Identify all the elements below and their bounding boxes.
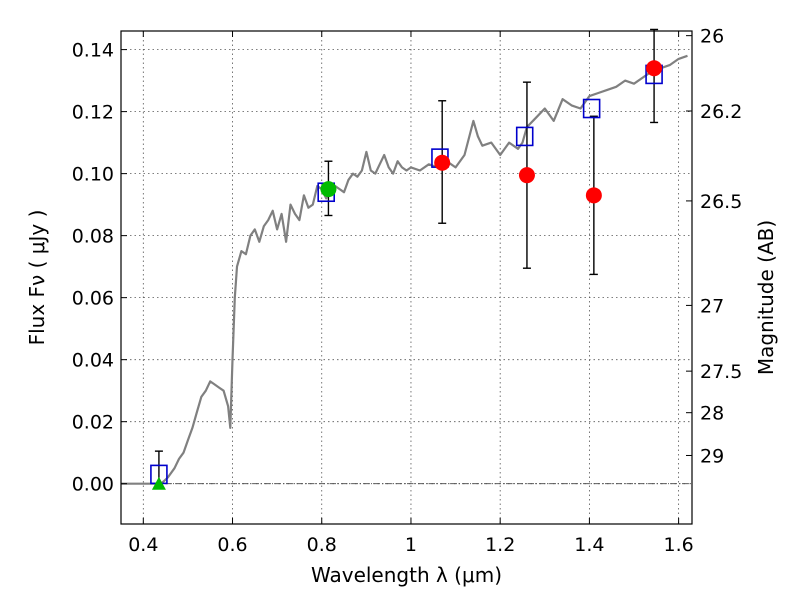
observed-point <box>320 181 337 198</box>
axes-frame <box>120 30 693 525</box>
y-tick-label: 0.10 <box>72 164 114 186</box>
y-tick-label: 0.12 <box>72 102 114 124</box>
y-tick-label: 0.00 <box>72 474 114 496</box>
x-tick-label: 1.2 <box>485 534 515 556</box>
y-tick-label: 0.02 <box>72 412 114 434</box>
y2-axis-label: Magnitude (AB) <box>754 220 778 375</box>
observed-point <box>585 187 602 204</box>
observed-point <box>518 167 535 184</box>
y-tick-label: 0.04 <box>72 350 114 372</box>
y-tick-label: 0.06 <box>72 288 114 310</box>
y2-tick-label: 26.5 <box>700 191 742 213</box>
observed-triangle <box>151 476 166 490</box>
y2-tick-label: 29 <box>700 445 724 467</box>
model-sed-line <box>121 54 688 485</box>
y-tick-label: 0.14 <box>72 40 114 62</box>
observed-point <box>646 60 663 77</box>
y2-tick-label: 26.2 <box>700 101 742 123</box>
x-tick-label: 1.6 <box>664 534 694 556</box>
y2-tick-label: 28 <box>700 403 724 425</box>
grid <box>121 31 692 524</box>
model-band-square <box>515 126 534 147</box>
x-tick-label: 1 <box>405 534 417 556</box>
y-tick-label: 0.08 <box>72 226 114 248</box>
plot-area <box>121 28 692 490</box>
y2-tick-label: 27 <box>700 295 724 317</box>
y2-tick-label: 27.5 <box>700 361 742 383</box>
observed-point <box>434 154 451 171</box>
y2-tick-label: 26 <box>700 26 724 48</box>
x-tick-label: 1.4 <box>574 534 604 556</box>
x-tick-label: 0.4 <box>128 534 158 556</box>
x-tick-label: 0.6 <box>217 534 247 556</box>
x-axis-label: Wavelength λ (μm) <box>311 563 502 587</box>
model-band-square <box>582 98 601 119</box>
x-tick-label: 0.8 <box>307 534 337 556</box>
y-axis-label: Flux Fν ( μJy ) <box>25 210 49 346</box>
ticks: 0.4 0.6 0.8 1 1.2 1.4 1.6 0.00 0.02 0.04 0.06 0.08 0… <box>72 26 743 556</box>
